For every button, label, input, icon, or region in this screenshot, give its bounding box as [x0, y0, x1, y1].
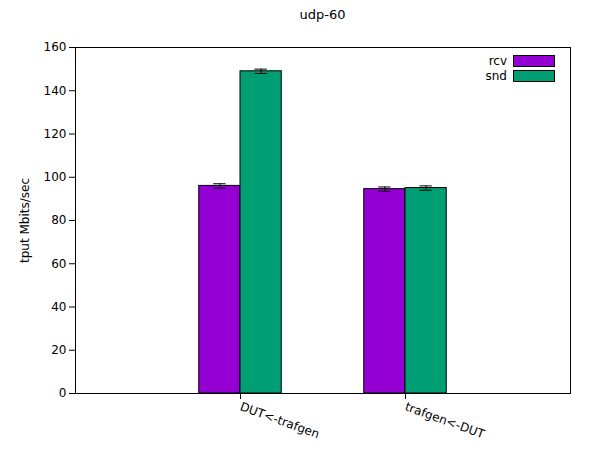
svg-text:60: 60: [51, 257, 66, 271]
html-text:snd: snd: [485, 68, 507, 83]
svg-text:tput Mbits/sec: tput Mbits/sec: [18, 178, 32, 263]
svg-text:DUT<-trafgen: DUT<-trafgen: [238, 400, 321, 442]
svg-text:100: 100: [44, 170, 67, 184]
svg-text:80: 80: [51, 213, 66, 227]
html-text:rcv: rcv: [488, 53, 507, 68]
svg-text:trafgen<-DUT: trafgen<-DUT: [403, 400, 487, 442]
svg-text:0: 0: [59, 386, 67, 400]
svg-text:140: 140: [44, 84, 67, 98]
svg-text:40: 40: [51, 300, 66, 314]
svg-text:120: 120: [44, 127, 67, 141]
svg-text:20: 20: [51, 343, 66, 357]
html-text:udp-60: udp-60: [299, 7, 346, 22]
svg-text:160: 160: [44, 40, 67, 54]
